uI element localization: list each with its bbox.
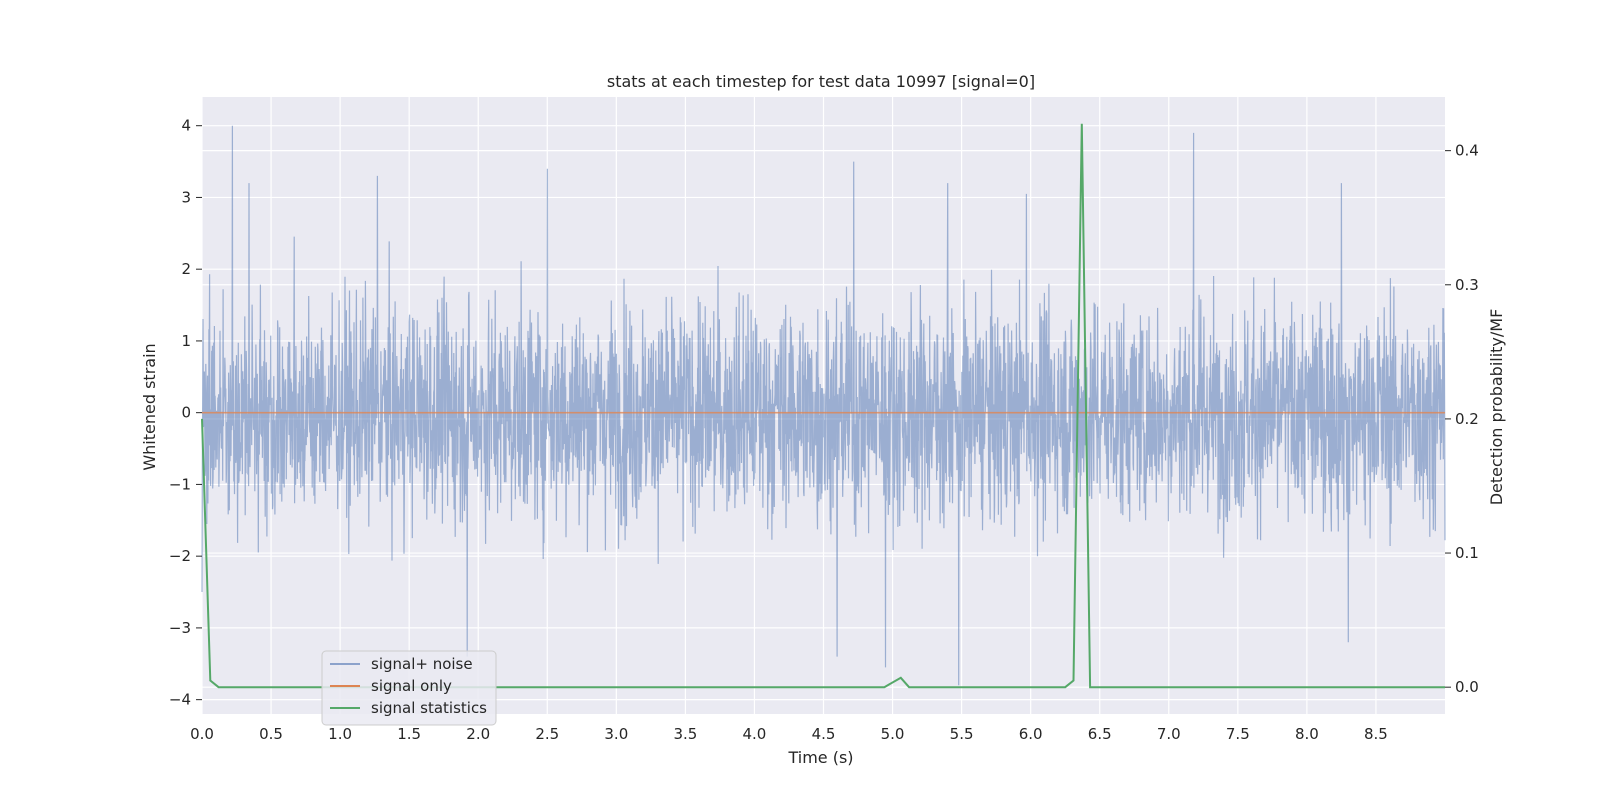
x-tick-label: 6.0 (1019, 725, 1043, 743)
x-tick-label: 1.0 (328, 725, 352, 743)
x-tick-label: 8.0 (1295, 725, 1319, 743)
y2-tick-label: 0.2 (1455, 410, 1479, 428)
x-tick-label: 0.5 (259, 725, 283, 743)
x-tick-label: 5.0 (881, 725, 905, 743)
y2-tick-label: 0.1 (1455, 544, 1479, 562)
x-tick-label: 4.0 (743, 725, 767, 743)
y-tick-label: −2 (169, 547, 191, 565)
legend-box (321, 650, 497, 726)
x-tick-label: 1.5 (397, 725, 421, 743)
legend-label-signal-statistics: signal statistics (371, 699, 487, 717)
y2-tick-label: 0.3 (1455, 276, 1479, 294)
y-tick-label: −3 (169, 619, 191, 637)
y-axis-left: 4 3 2 1 0 −1 −2 −3 −4 (169, 117, 202, 709)
y-tick-label: 4 (181, 117, 191, 135)
x-tick-label: 0.0 (190, 725, 214, 743)
legend-label-signal-noise: signal+ noise (371, 655, 473, 673)
x-tick-label: 4.5 (812, 725, 836, 743)
y-tick-label: 0 (181, 404, 191, 422)
y-tick-label: −1 (169, 475, 191, 493)
x-tick-label: 8.5 (1364, 725, 1388, 743)
y2-tick-label: 0.4 (1455, 142, 1479, 160)
y2-tick-label: 0.0 (1455, 678, 1479, 696)
y-tick-label: 3 (181, 188, 191, 206)
signal-statistics-line (201, 123, 1445, 689)
signal-noise-line (201, 125, 1446, 686)
x-tick-label: 7.0 (1157, 725, 1181, 743)
x-tick-label: 5.5 (950, 725, 974, 743)
y-tick-label: 1 (181, 332, 191, 350)
legend: signal+ noise signal only signal statist… (321, 650, 497, 726)
chart-title: stats at each timestep for test data 109… (607, 72, 1035, 91)
x-tick-label: 3.0 (604, 725, 628, 743)
x-tick-label: 6.5 (1088, 725, 1112, 743)
x-tick-label: 7.5 (1226, 725, 1250, 743)
x-axis: 0.0 0.5 1.0 1.5 2.0 2.5 3.0 3.5 4.0 4.5 5.0 5.5 6.0 6… (190, 725, 1388, 743)
legend-label-signal-only: signal only (371, 677, 452, 695)
x-tick-label: 2.0 (466, 725, 490, 743)
y-tick-label: −4 (169, 691, 191, 709)
x-axis-label: Time (s) (787, 748, 853, 767)
y-axis-label: Whitened strain (140, 343, 159, 470)
signal-noise-series (201, 125, 1446, 686)
y-tick-label: 2 (181, 260, 191, 278)
y-axis-right: 0.4 0.3 0.2 0.1 0.0 (1445, 142, 1479, 696)
signal-statistics-series (201, 123, 1445, 689)
x-tick-label: 2.5 (535, 725, 559, 743)
y2-axis-label: Detection probability/MF (1487, 309, 1506, 506)
x-tick-label: 3.5 (673, 725, 697, 743)
